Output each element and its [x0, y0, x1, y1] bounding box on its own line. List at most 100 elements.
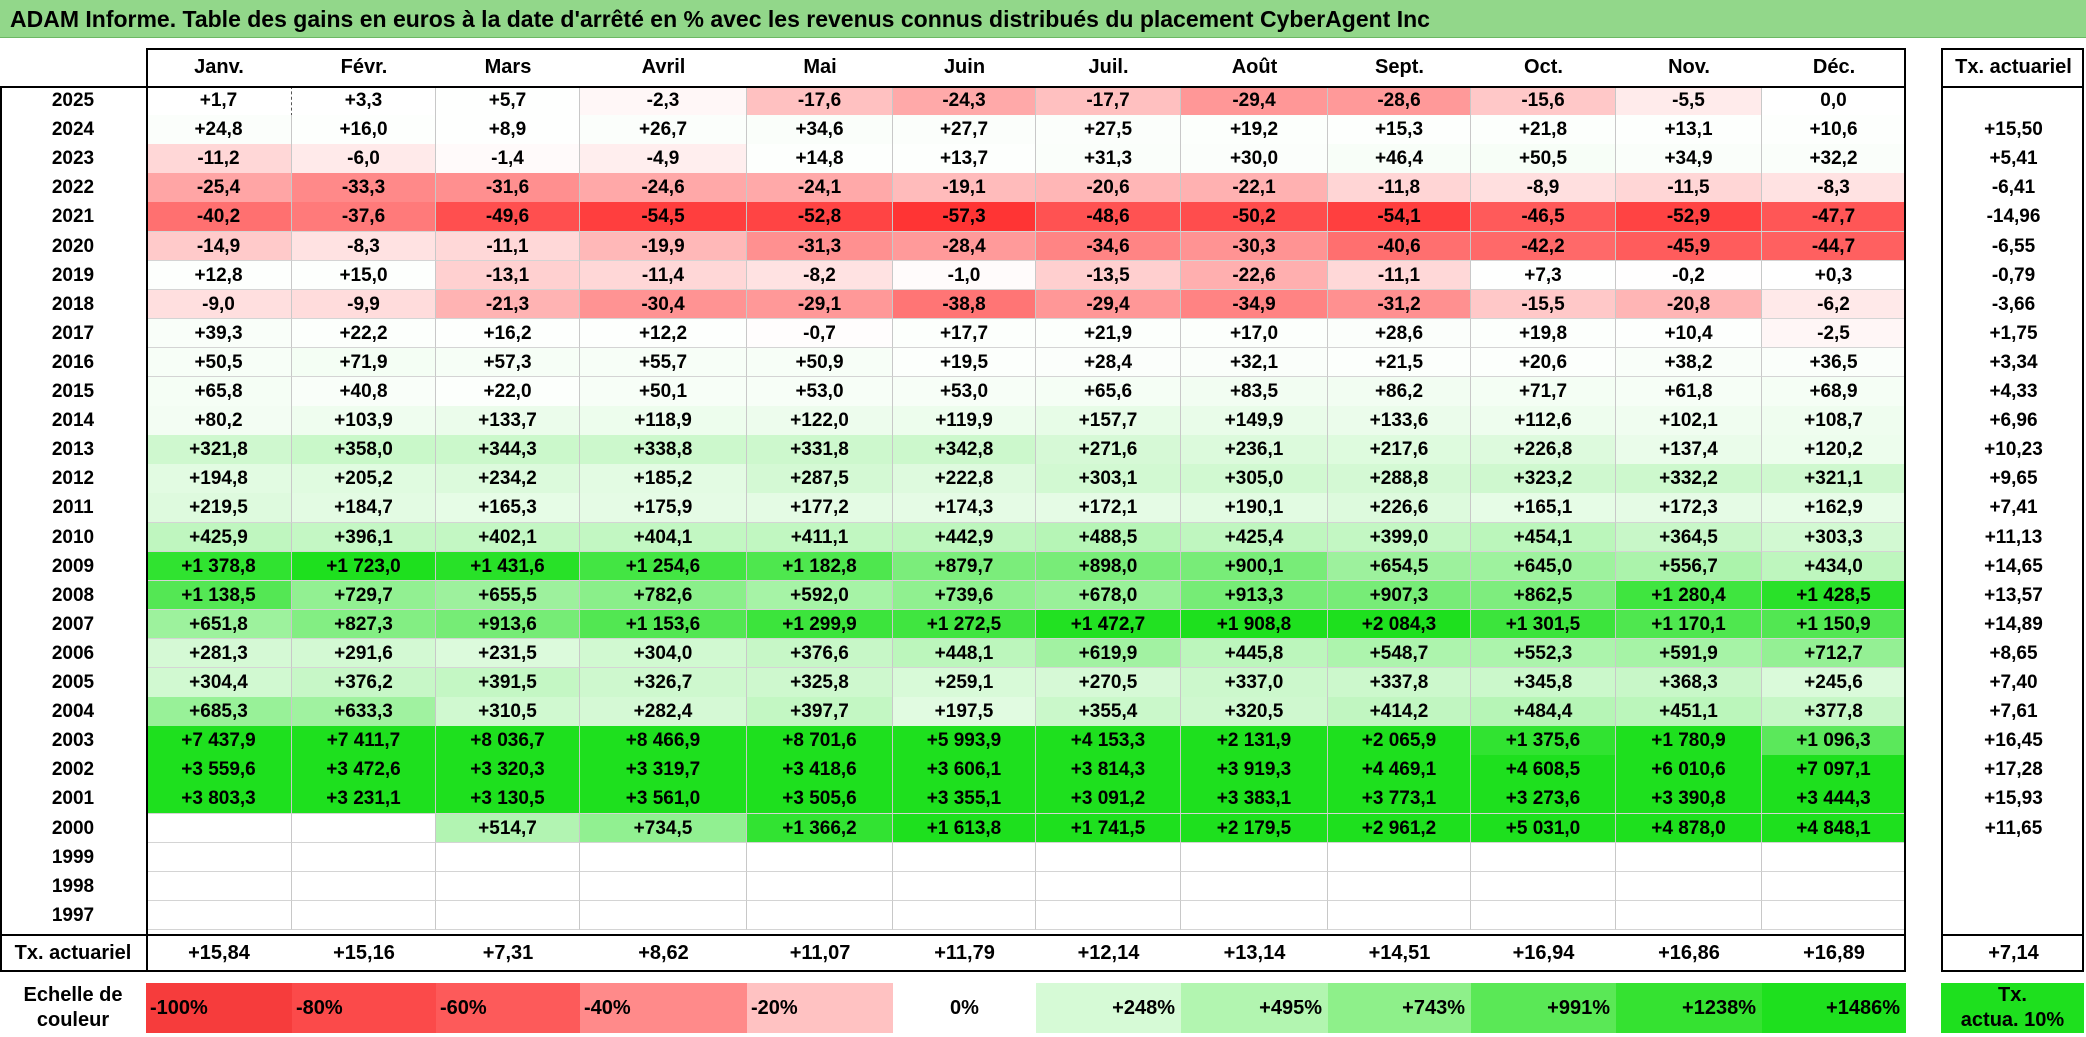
table-cell: +288,8 [1328, 464, 1471, 494]
table-cell [1616, 900, 1762, 931]
table-cell: +162,9 [1762, 493, 1906, 523]
row-rate: +7,40 [1989, 672, 2038, 693]
table-cell: +172,1 [1036, 493, 1181, 523]
table-cell: +137,4 [1616, 435, 1762, 465]
table-cell: +303,1 [1036, 464, 1181, 494]
row-rate: -14,96 [1986, 206, 2041, 228]
color-scale-rate: Tx. actua. 10% [1941, 983, 2084, 1033]
row-year: 2001 [51, 788, 95, 810]
table-cell: -52,8 [747, 202, 893, 232]
row-year: 2016 [51, 351, 95, 373]
color-scale-rate-line2: actua. 10% [1960, 1009, 2065, 1031]
table-cell: +1 366,2 [747, 813, 893, 844]
table-cell: +1 723,0 [292, 551, 436, 582]
row-rate: +14,65 [1984, 555, 2043, 577]
row-year: 2005 [51, 672, 95, 693]
table-cell: +30,0 [1181, 144, 1328, 174]
table-cell: -8,2 [747, 260, 893, 291]
table-cell: +50,1 [580, 377, 747, 407]
table-cell: +3 390,8 [1616, 784, 1762, 814]
table-cell: -20,6 [1036, 173, 1181, 203]
table-cell [893, 842, 1036, 873]
row-year: 2004 [51, 701, 95, 723]
column-header-month: Août [1231, 56, 1278, 78]
table-cell: +782,6 [580, 580, 747, 611]
table-cell: +434,0 [1762, 551, 1906, 582]
table-cell: -15,5 [1471, 289, 1616, 320]
table-cell: -9,9 [292, 289, 436, 320]
color-scale-step: +1486% [1762, 983, 1906, 1033]
table-cell: -11,1 [1328, 260, 1471, 291]
table-cell: +27,5 [1036, 115, 1181, 145]
table-cell: -40,2 [146, 202, 292, 232]
table-cell: +197,5 [893, 697, 1036, 727]
table-cell: +7 097,1 [1762, 755, 1906, 785]
table-cell: +2 084,3 [1328, 609, 1471, 640]
table-cell [292, 871, 436, 902]
table-cell: -20,8 [1616, 289, 1762, 320]
table-cell: +46,4 [1328, 144, 1471, 174]
table-cell: +194,8 [146, 464, 292, 494]
color-scale-step: +495% [1181, 983, 1328, 1033]
table-cell: +50,5 [1471, 144, 1616, 174]
footer-rate: +12,14 [1077, 941, 1140, 964]
table-cell: +391,5 [436, 668, 580, 698]
table-cell: +71,9 [292, 347, 436, 378]
row-year: 2007 [51, 613, 95, 635]
table-cell: -21,3 [436, 289, 580, 320]
table-cell: +488,5 [1036, 522, 1181, 553]
table-cell: -24,1 [747, 173, 893, 203]
table-cell: +404,1 [580, 522, 747, 553]
table-cell: -19,9 [580, 231, 747, 262]
table-cell: +1 375,6 [1471, 726, 1616, 756]
table-cell: -24,6 [580, 173, 747, 203]
table-cell: +591,9 [1616, 638, 1762, 669]
table-cell: +71,7 [1471, 377, 1616, 407]
table-cell: -31,2 [1328, 289, 1471, 320]
footer-rate: +7,31 [482, 941, 534, 964]
table-cell: +414,2 [1328, 697, 1471, 727]
table-cell: +13,7 [893, 144, 1036, 174]
table-cell: +19,5 [893, 347, 1036, 378]
table-cell: +651,8 [146, 609, 292, 640]
table-cell: +425,9 [146, 522, 292, 553]
table-cell: -13,1 [436, 260, 580, 291]
table-cell [146, 842, 292, 873]
table-cell: +80,2 [146, 406, 292, 436]
table-cell: +8 701,6 [747, 726, 893, 756]
color-scale-step: -20% [747, 983, 893, 1033]
table-cell [1616, 842, 1762, 873]
table-cell: +3 319,7 [580, 755, 747, 785]
table-cell: +22,0 [436, 377, 580, 407]
table-cell: +65,6 [1036, 377, 1181, 407]
table-cell: +112,6 [1471, 406, 1616, 436]
table-cell: +411,1 [747, 522, 893, 553]
row-rate: +10,23 [1984, 439, 2043, 461]
table-cell: -47,7 [1762, 202, 1906, 232]
table-cell: +2 179,5 [1181, 813, 1328, 844]
table-cell: +15,3 [1328, 115, 1471, 145]
row-rate: +6,96 [1989, 410, 2038, 432]
table-cell: +399,0 [1328, 522, 1471, 553]
table-cell: +174,3 [893, 493, 1036, 523]
table-cell: +1 299,9 [747, 609, 893, 640]
table-cell: +65,8 [146, 377, 292, 407]
table-cell: +1 431,6 [436, 551, 580, 582]
table-cell: -54,1 [1328, 202, 1471, 232]
table-cell: +68,9 [1762, 377, 1906, 407]
row-rate: +5,41 [1989, 148, 2038, 170]
table-cell: -44,7 [1762, 231, 1906, 262]
footer-rate: +11,07 [789, 941, 851, 964]
table-cell: +827,3 [292, 609, 436, 640]
table-cell: +368,3 [1616, 668, 1762, 698]
table-cell [292, 842, 436, 873]
row-year: 2025 [51, 90, 95, 111]
row-year: 2024 [51, 119, 95, 141]
row-year: 2014 [51, 410, 95, 432]
table-cell: +310,5 [436, 697, 580, 727]
table-cell: +7,3 [1471, 260, 1616, 291]
table-cell: +1 472,7 [1036, 609, 1181, 640]
table-cell [436, 842, 580, 873]
table-cell: +20,6 [1471, 347, 1616, 378]
table-cell: +16,0 [292, 115, 436, 145]
